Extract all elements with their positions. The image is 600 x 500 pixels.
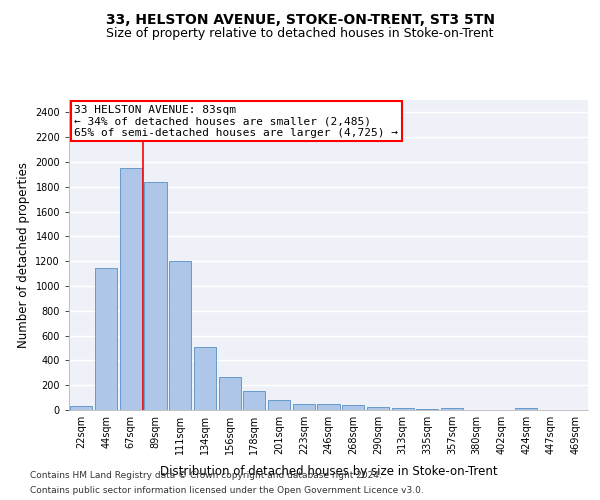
Bar	[342, 405, 364, 410]
Bar	[317, 404, 340, 410]
Bar	[95, 268, 117, 410]
Bar	[416, 409, 439, 410]
X-axis label: Distribution of detached houses by size in Stoke-on-Trent: Distribution of detached houses by size …	[160, 466, 497, 478]
Bar	[441, 408, 463, 410]
Y-axis label: Number of detached properties: Number of detached properties	[17, 162, 29, 348]
Bar	[367, 408, 389, 410]
Bar	[515, 408, 538, 410]
Bar	[119, 168, 142, 410]
Bar	[293, 404, 315, 410]
Text: Size of property relative to detached houses in Stoke-on-Trent: Size of property relative to detached ho…	[106, 28, 494, 40]
Bar	[268, 400, 290, 410]
Bar	[243, 391, 265, 410]
Bar	[70, 406, 92, 410]
Bar	[218, 377, 241, 410]
Text: Contains HM Land Registry data © Crown copyright and database right 2024.: Contains HM Land Registry data © Crown c…	[30, 471, 382, 480]
Text: Contains public sector information licensed under the Open Government Licence v3: Contains public sector information licen…	[30, 486, 424, 495]
Bar	[392, 408, 414, 410]
Bar	[169, 260, 191, 410]
Text: 33, HELSTON AVENUE, STOKE-ON-TRENT, ST3 5TN: 33, HELSTON AVENUE, STOKE-ON-TRENT, ST3 …	[106, 12, 494, 26]
Bar	[145, 182, 167, 410]
Bar	[194, 347, 216, 410]
Text: 33 HELSTON AVENUE: 83sqm
← 34% of detached houses are smaller (2,485)
65% of sem: 33 HELSTON AVENUE: 83sqm ← 34% of detach…	[74, 104, 398, 138]
